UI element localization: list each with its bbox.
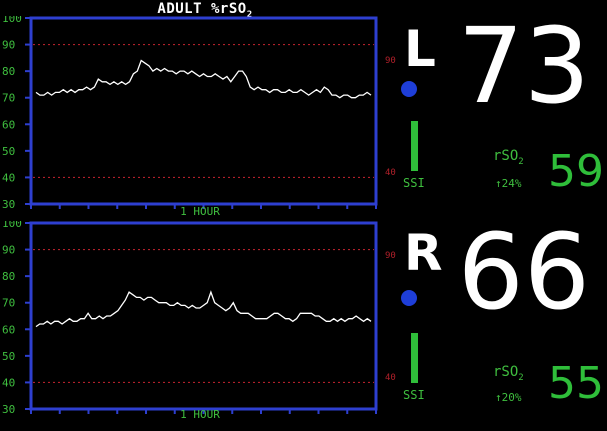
y-tick-label-right: 90: [2, 244, 15, 257]
plot-frame-right: [29, 221, 378, 411]
lower-limit-label-left: 40: [385, 168, 396, 178]
rso2-label-right-subscript: 2: [518, 372, 524, 383]
rso2-value-right: 55: [548, 358, 604, 409]
upper-limit-label-right: 90: [385, 251, 396, 261]
rso2-label-left: rSO2: [493, 148, 524, 167]
y-tick-label-right: 100: [2, 221, 22, 230]
y-tick-label-left: 100: [2, 16, 22, 25]
rso2-label-left-subscript: 2: [518, 156, 524, 167]
y-tick-label-left: 70: [2, 92, 15, 105]
y-tick-label-right: 70: [2, 297, 15, 310]
rso2-label-right: rSO2: [493, 364, 524, 383]
ssi-bar-right: [411, 333, 418, 383]
y-tick-label-right: 60: [2, 323, 15, 336]
trend-chart-right: 100 90 80 70 60 50 40 30: [2, 221, 378, 416]
upper-limit-label-left: 90: [385, 56, 396, 66]
indicator-dot-left: [401, 81, 417, 97]
indicator-dot-right: [401, 290, 417, 306]
screen-title: ADULT %rSO2: [0, 1, 410, 20]
trend-panel-right: 100 90 80 70 60 50 40 30 90 40 1 HOUR: [0, 221, 400, 431]
trend-trace-left: [35, 59, 372, 99]
rso2-value-left: 59: [548, 146, 604, 197]
y-tick-label-left: 80: [2, 65, 15, 78]
trend-panel-left: 100 90 80 70 60 50 40 30 90 40 1 HOUR: [0, 16, 400, 226]
current-value-right: 66: [457, 211, 590, 333]
lower-limit-label-right: 40: [385, 373, 396, 383]
rso2-label-left-text: rSO: [493, 148, 519, 164]
trend-trace-right: [35, 290, 372, 328]
y-tick-label-left: 60: [2, 118, 15, 131]
trend-chart-left: 100 90 80 70 60 50 40 30: [2, 16, 378, 211]
y-tick-label-left: 50: [2, 145, 15, 158]
change-percent-left: ↑24%: [495, 177, 522, 190]
y-tick-label-right: 50: [2, 350, 15, 363]
change-percent-right: ↑20%: [495, 391, 522, 404]
ssi-label-right: SSI: [403, 388, 425, 402]
ssi-label-left: SSI: [403, 176, 425, 190]
y-tick-label-right: 30: [2, 403, 15, 416]
time-scale-label-right: 1 HOUR: [180, 408, 220, 421]
time-scale-label-left: 1 HOUR: [180, 205, 220, 218]
plot-frame-left: [29, 16, 378, 206]
ssi-bar-left: [411, 121, 418, 171]
title-subscript: 2: [246, 9, 253, 20]
y-tick-label-right: 80: [2, 270, 15, 283]
y-tick-label-left: 30: [2, 198, 15, 211]
title-text: ADULT %rSO: [157, 1, 247, 17]
current-value-left: 73: [457, 5, 590, 127]
rso2-label-right-text: rSO: [493, 364, 519, 380]
y-tick-label-left: 40: [2, 171, 15, 184]
channel-label-left: L: [404, 20, 436, 78]
y-tick-label-left: 90: [2, 39, 15, 52]
y-tick-label-right: 40: [2, 376, 15, 389]
channel-label-right: R: [404, 224, 443, 282]
